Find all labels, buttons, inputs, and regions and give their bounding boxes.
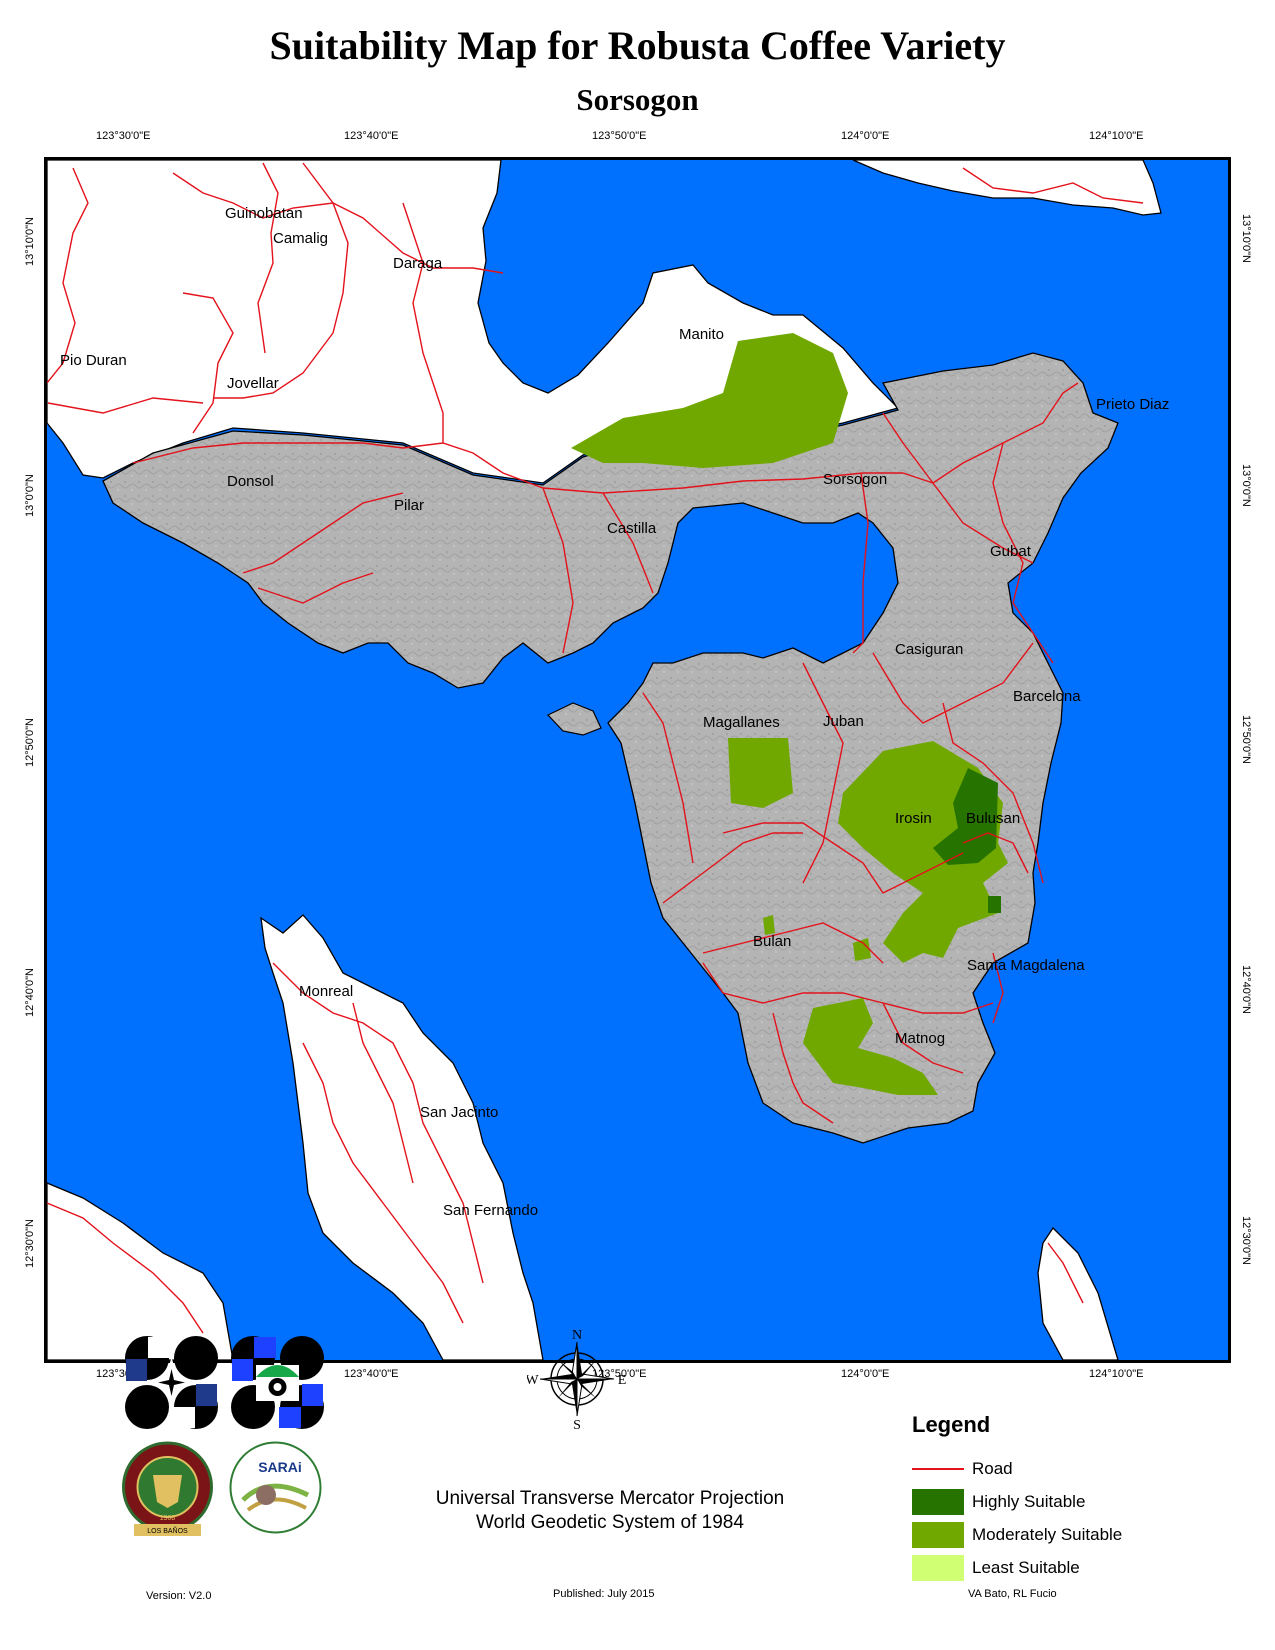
- lat-tick-right: 12°30'0"N: [1240, 1216, 1252, 1265]
- authors-text: VA Bato, RL Fucio: [968, 1588, 1057, 1600]
- place-label: Matnog: [895, 1030, 945, 1047]
- legend-label: Highly Suitable: [972, 1491, 1086, 1511]
- dost-logo: [124, 1335, 219, 1435]
- lon-tick-bottom: 124°10'0"E: [1089, 1368, 1144, 1380]
- lat-tick-left: 13°0'0"N: [24, 474, 36, 517]
- lat-tick-right: 12°50'0"N: [1240, 715, 1252, 764]
- legend-item-highly-suitable: Highly Suitable: [912, 1485, 1122, 1518]
- place-label: San Jacinto: [420, 1104, 498, 1121]
- place-label: Camalig: [273, 230, 328, 247]
- version-text: Version: V2.0: [146, 1590, 212, 1602]
- place-labels: Guinobatan Camalig Daraga Pio Duran Jove…: [60, 205, 1169, 1219]
- lon-tick-top: 123°40'0"E: [344, 130, 399, 142]
- map-title: Suitability Map for Robusta Coffee Varie…: [269, 23, 1006, 68]
- place-label: Magallanes: [703, 714, 780, 731]
- pcaarrd-logo: [230, 1335, 325, 1435]
- catanduanes-coast: [852, 160, 1162, 216]
- map-canvas: Guinobatan Camalig Daraga Pio Duran Jove…: [47, 160, 1228, 1360]
- lon-tick-bottom: 123°50'0"E: [592, 1368, 647, 1380]
- compass-s: S: [573, 1418, 581, 1430]
- sarai-logo: SARAi: [228, 1440, 323, 1540]
- uplb-year-text: 1908: [160, 1515, 176, 1522]
- compass-n: N: [572, 1328, 582, 1343]
- lon-tick-top: 123°30'0"E: [96, 130, 151, 142]
- albay-landmass: [47, 160, 900, 484]
- place-label: Bulusan: [966, 810, 1020, 827]
- legend-label: Road: [972, 1458, 1013, 1478]
- moderately-suitable-swatch: [912, 1521, 964, 1548]
- uplb-seal-logo: 1908 LOS BAÑOS: [120, 1440, 215, 1545]
- least-suitable-swatch: [912, 1554, 964, 1581]
- roads: [47, 162, 1144, 1334]
- place-label: San Fernando: [443, 1202, 538, 1219]
- lon-tick-bottom: 123°40'0"E: [344, 1368, 399, 1380]
- place-label: Guinobatan: [225, 205, 303, 222]
- legend-title: Legend: [912, 1412, 991, 1437]
- road-line-swatch: [912, 1456, 964, 1482]
- place-label: Donsol: [227, 473, 274, 490]
- legend-item-road: Road: [912, 1452, 1122, 1485]
- islet: [547, 702, 602, 736]
- highly-suitable-swatch: [912, 1488, 964, 1515]
- place-label: Irosin: [895, 810, 932, 827]
- place-label: Juban: [823, 713, 864, 730]
- legend-label: Moderately Suitable: [972, 1524, 1123, 1544]
- lon-tick-top: 123°50'0"E: [592, 130, 647, 142]
- lon-tick-top: 124°10'0"E: [1089, 130, 1144, 142]
- place-label: Prieto Diaz: [1096, 396, 1169, 413]
- compass-e: E: [618, 1373, 627, 1388]
- lon-tick-top: 124°0'0"E: [841, 130, 890, 142]
- place-label: Bulan: [753, 933, 791, 950]
- highly-suitable-zones: [933, 768, 1001, 913]
- map-subtitle: Sorsogon: [576, 82, 699, 117]
- place-label: Santa Magdalena: [967, 957, 1085, 974]
- place-label: Daraga: [393, 255, 443, 272]
- place-label: Manito: [679, 326, 724, 343]
- place-label: Jovellar: [227, 375, 279, 392]
- lat-tick-left: 13°10'0"N: [24, 217, 36, 266]
- lat-tick-left: 12°40'0"N: [24, 968, 36, 1017]
- lon-tick-bottom: 124°0'0"E: [841, 1368, 890, 1380]
- place-label: Pio Duran: [60, 352, 127, 369]
- lat-tick-left: 12°30'0"N: [24, 1219, 36, 1268]
- published-text: Published: July 2015: [553, 1588, 655, 1600]
- legend-label: Least Suitable: [972, 1557, 1080, 1577]
- legend-item-moderately-suitable: Moderately Suitable: [912, 1518, 1122, 1551]
- place-label: Sorsogon: [823, 471, 887, 488]
- place-label: Barcelona: [1013, 688, 1081, 705]
- datum-line: World Geodetic System of 1984: [476, 1512, 744, 1533]
- compass-w: W: [527, 1373, 539, 1388]
- lat-tick-right: 13°0'0"N: [1240, 464, 1252, 507]
- lat-tick-right: 12°40'0"N: [1240, 965, 1252, 1014]
- uplb-banner-text: LOS BAÑOS: [147, 1526, 188, 1535]
- sarai-logo-text: SARAi: [258, 1459, 302, 1475]
- lat-tick-right: 13°10'0"N: [1240, 214, 1252, 263]
- place-label: Gubat: [990, 543, 1032, 560]
- place-label: Casiguran: [895, 641, 963, 658]
- place-label: Monreal: [299, 983, 353, 1000]
- legend-item-least-suitable: Least Suitable: [912, 1551, 1122, 1584]
- projection-line: Universal Transverse Mercator Projection: [435, 1488, 785, 1509]
- lat-tick-left: 12°50'0"N: [24, 718, 36, 767]
- north-arrow: N S E W: [525, 1328, 627, 1435]
- legend: Legend Road Highly Suitable Moderately S…: [912, 1412, 1122, 1584]
- map-frame[interactable]: Guinobatan Camalig Daraga Pio Duran Jove…: [44, 157, 1231, 1363]
- place-label: Castilla: [607, 520, 657, 537]
- place-label: Pilar: [394, 497, 424, 514]
